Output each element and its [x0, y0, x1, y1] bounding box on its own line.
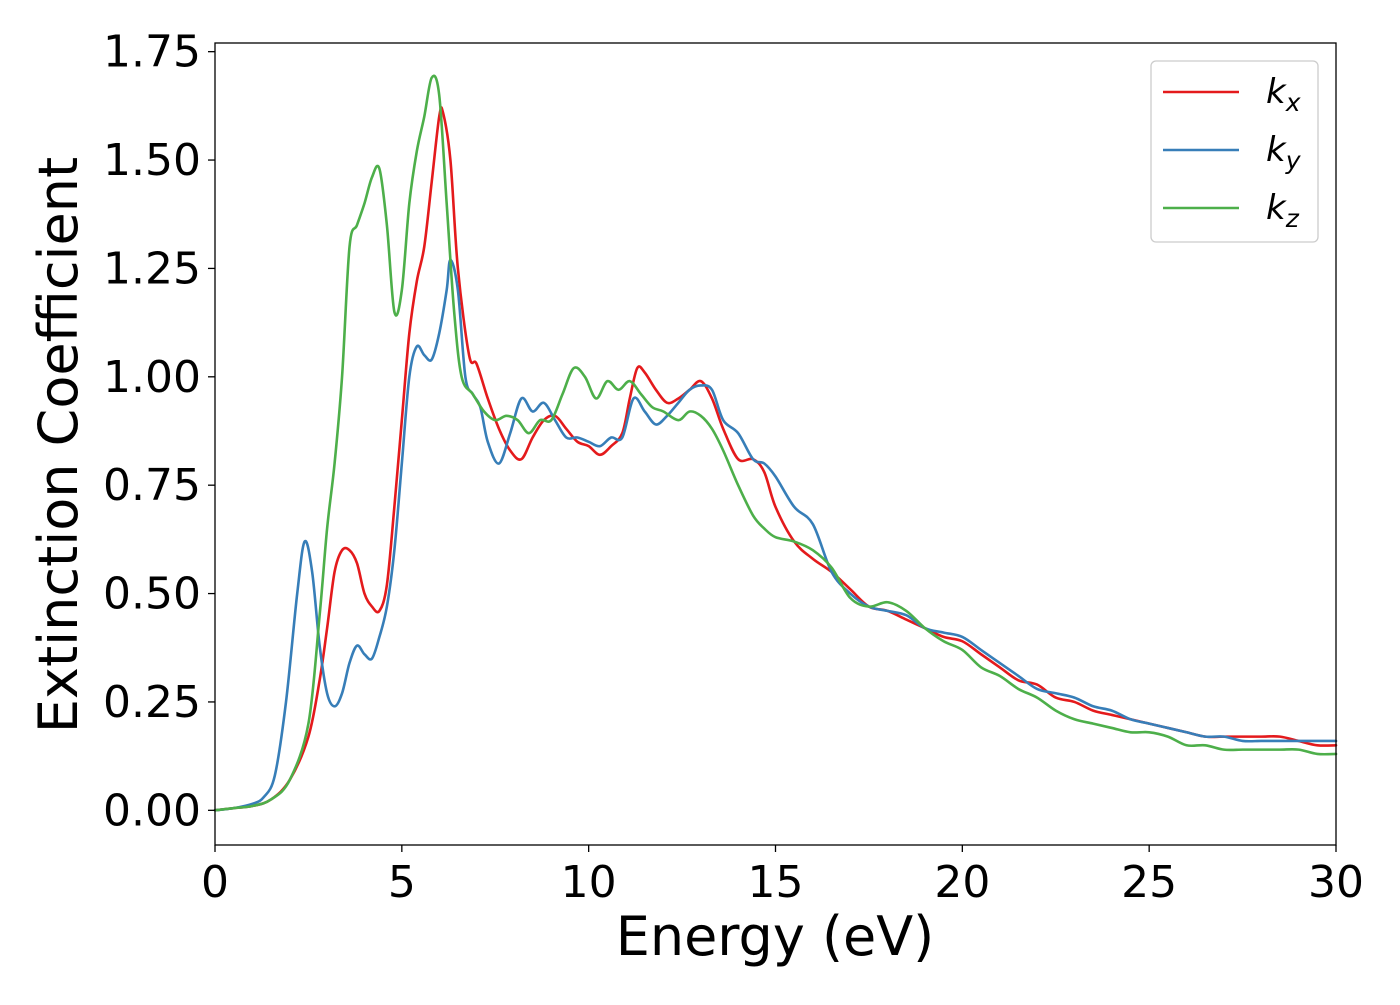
- x-tick-label: 25: [1121, 857, 1177, 908]
- plot-background: [215, 43, 1336, 845]
- legend-label-z: kz: [1266, 188, 1300, 233]
- y-axis-label: Extinction Coefficient: [27, 157, 90, 733]
- legend-box: [1150, 60, 1319, 243]
- legend-label-x: kx: [1266, 72, 1301, 117]
- series-line-y: [213, 258, 1338, 812]
- y-tick-label: 0.75: [103, 460, 201, 511]
- legend: kx ky kz: [1150, 60, 1319, 243]
- y-tick-label: 1.50: [103, 135, 201, 186]
- x-tick-label: 0: [201, 857, 229, 908]
- x-axis-label: Energy (eV): [616, 905, 935, 968]
- plot-area: [215, 43, 1336, 845]
- y-tick-label: 0.25: [103, 677, 201, 728]
- x-tick-label: 10: [561, 857, 617, 908]
- x-tick-label: 15: [748, 857, 804, 908]
- series-line-z: [213, 74, 1338, 812]
- x-tick-label: 30: [1308, 857, 1364, 908]
- series-line-x: [213, 106, 1338, 812]
- y-tick-label: 1.75: [103, 27, 201, 78]
- y-tick-label: 0.50: [103, 569, 201, 620]
- x-tick-label: 20: [934, 857, 990, 908]
- series-lines: [213, 74, 1338, 812]
- axes: 0 5 10 15 20 25 30 0.00 0.25 0.50 0.75 1.00 1.25 1.50…: [103, 27, 1364, 908]
- y-tick-label: 0.00: [103, 785, 201, 836]
- y-tick-label: 1.25: [103, 243, 201, 294]
- y-tick-label: 1.00: [103, 352, 201, 403]
- x-tick-label: 5: [388, 857, 416, 908]
- legend-label-y: ky: [1266, 130, 1302, 175]
